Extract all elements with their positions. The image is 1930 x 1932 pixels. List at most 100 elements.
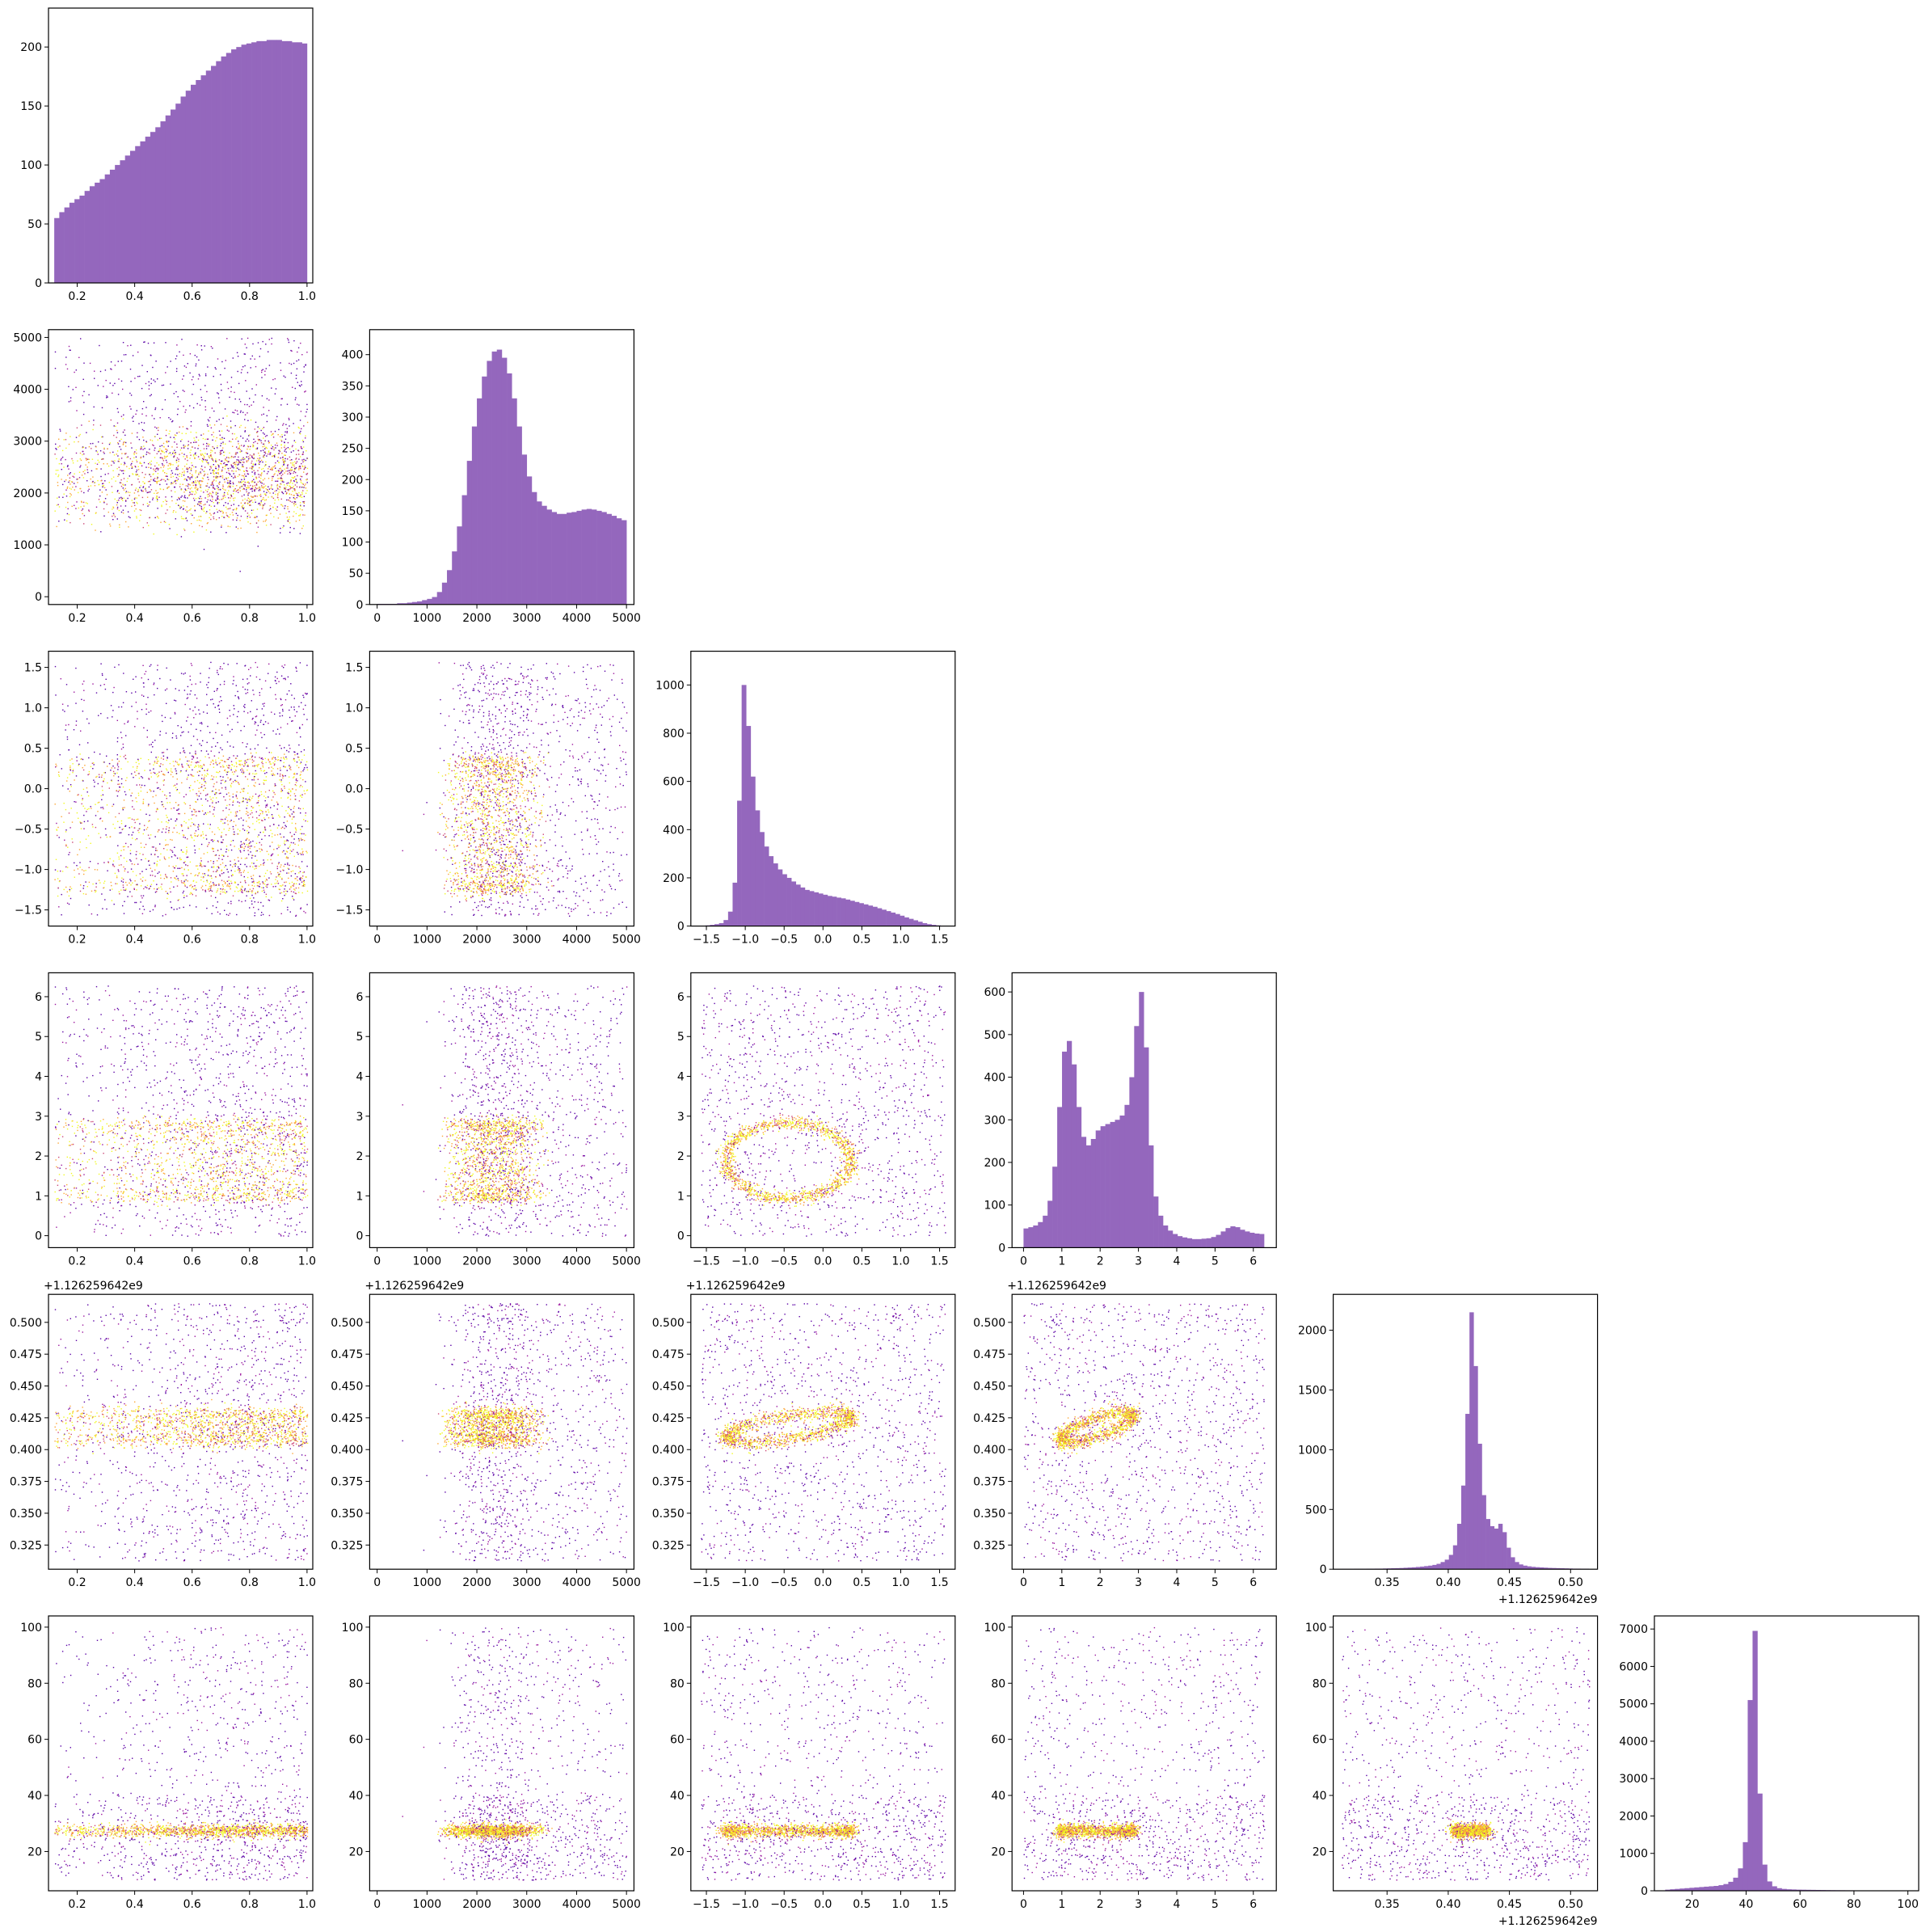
scatter-point (300, 774, 301, 775)
scatter-point (242, 489, 243, 490)
scatter-point (303, 884, 304, 885)
scatter-point (262, 813, 263, 814)
scatter-point (166, 760, 167, 761)
scatter-point (103, 516, 104, 517)
scatter-point (198, 761, 199, 762)
scatter-point (166, 798, 167, 799)
scatter-point (282, 505, 283, 506)
scatter-point (213, 851, 214, 852)
scatter-point (282, 898, 283, 899)
scatter-point (220, 747, 221, 748)
scatter-point (187, 763, 188, 764)
scatter-point (157, 516, 158, 517)
scatter-point (59, 445, 60, 446)
scatter-point (135, 414, 136, 415)
scatter-point (237, 517, 238, 518)
scatter-point (146, 453, 147, 454)
scatter-point (77, 760, 78, 761)
scatter-point (289, 766, 290, 767)
histogram-bar (267, 40, 272, 283)
scatter-point (252, 476, 253, 477)
scatter-point (244, 507, 245, 508)
scatter-point (155, 490, 156, 491)
scatter-point (271, 752, 272, 753)
scatter-point (271, 469, 272, 470)
scatter-point (198, 516, 199, 517)
scatter-point (236, 485, 237, 486)
scatter-point (299, 879, 300, 880)
scatter-point (219, 517, 220, 518)
scatter-point (93, 424, 94, 425)
scatter-point (232, 466, 233, 467)
scatter-point (69, 812, 70, 813)
scatter-point (281, 434, 282, 435)
scatter-point (128, 491, 129, 492)
scatter-point (64, 840, 65, 841)
scatter-point (187, 467, 188, 468)
scatter-point (300, 853, 301, 854)
scatter-point (189, 767, 190, 768)
scatter-point (208, 889, 209, 890)
scatter-point (286, 448, 287, 449)
scatter-point (238, 505, 239, 506)
scatter-point (172, 733, 173, 734)
scatter-point (195, 448, 196, 449)
scatter-point (225, 781, 226, 782)
scatter-point (166, 509, 167, 510)
scatter-point (212, 450, 213, 451)
scatter-point (270, 830, 271, 831)
scatter-point (166, 668, 167, 669)
scatter-point (248, 669, 249, 670)
scatter-point (98, 802, 99, 803)
scatter-point (88, 808, 89, 809)
scatter-point (152, 742, 153, 743)
scatter-point (260, 813, 261, 814)
scatter-point (202, 886, 203, 887)
scatter-point (217, 827, 218, 828)
scatter-point (200, 455, 201, 456)
scatter-point (132, 468, 133, 469)
scatter-point (278, 845, 279, 846)
scatter-point (170, 383, 171, 384)
scatter-point (65, 809, 66, 810)
scatter-point (291, 467, 292, 468)
scatter-point (277, 880, 278, 881)
scatter-point (117, 408, 118, 409)
scatter-point (215, 367, 216, 368)
scatter-point (214, 470, 215, 471)
scatter-point (135, 490, 136, 491)
scatter-point (258, 342, 259, 343)
scatter-point (206, 908, 207, 909)
scatter-point (130, 458, 131, 459)
scatter-point (230, 864, 231, 865)
scatter-point (179, 483, 180, 484)
scatter-point (139, 487, 140, 488)
scatter-point (255, 517, 256, 518)
scatter-point (299, 727, 300, 728)
scatter-point (269, 339, 270, 340)
scatter-point (290, 501, 291, 502)
scatter-point (261, 377, 262, 378)
histogram-bar (507, 373, 512, 605)
scatter-point (190, 353, 191, 354)
scatter-point (265, 721, 266, 722)
scatter-point (296, 779, 297, 780)
scatter-point (268, 817, 269, 818)
scatter-point (202, 774, 203, 775)
scatter-point (300, 502, 301, 503)
scatter-point (236, 437, 237, 438)
scatter-point (268, 452, 269, 453)
scatter-point (191, 487, 192, 488)
scatter-point (117, 442, 118, 443)
scatter-point (282, 492, 283, 493)
scatter-point (82, 451, 83, 452)
scatter-point (302, 490, 303, 491)
scatter-point (186, 822, 187, 823)
scatter-point (243, 789, 244, 790)
scatter-point (157, 498, 158, 499)
scatter-point (301, 861, 302, 862)
scatter-point (156, 811, 157, 812)
scatter-point (183, 453, 184, 454)
scatter-point (199, 770, 200, 771)
scatter-point (266, 805, 267, 806)
